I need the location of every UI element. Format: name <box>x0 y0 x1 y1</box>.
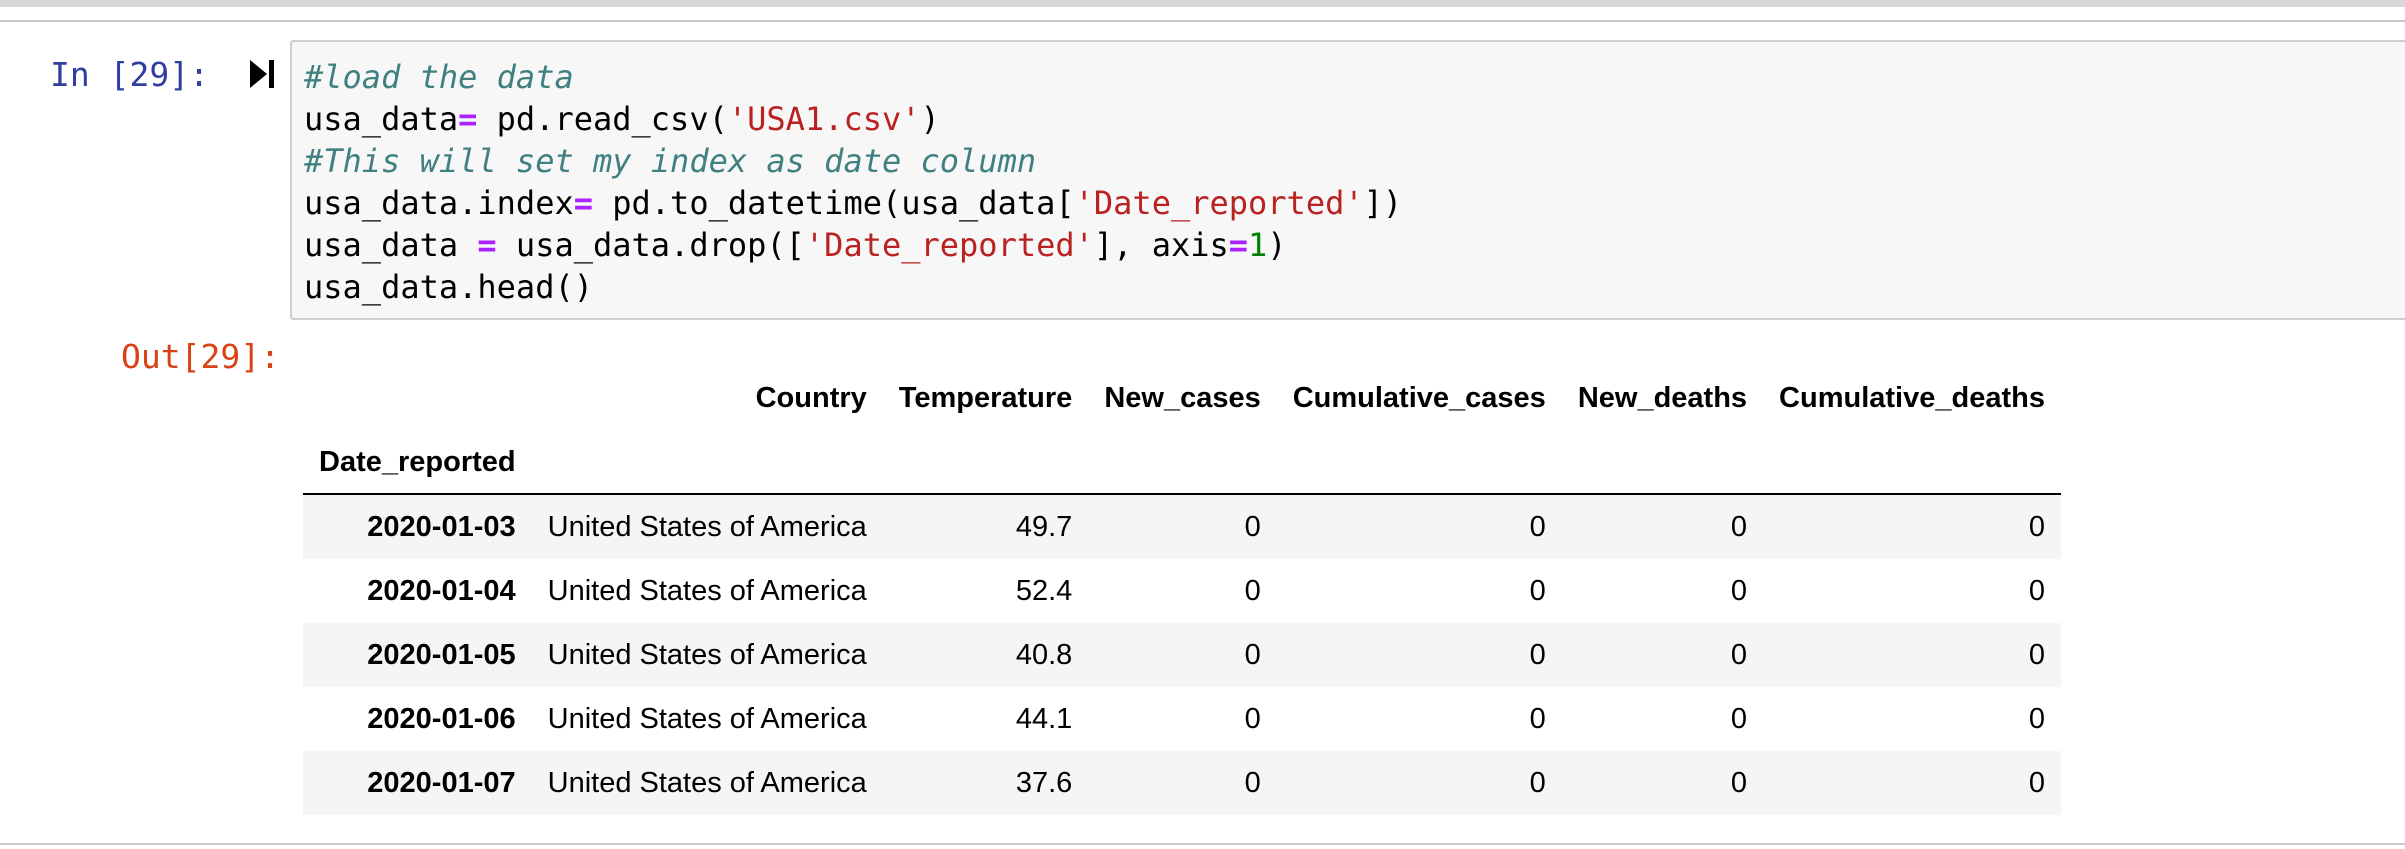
code-token: ], axis <box>1093 226 1229 264</box>
code-token: ]) <box>1363 184 1403 222</box>
code-line: usa_data= pd.read_csv('USA1.csv') <box>304 98 1402 140</box>
table-cell: 0 <box>1730 638 1748 671</box>
row-index: 2020-01-05 <box>367 638 516 671</box>
code-token: ) <box>1267 226 1287 264</box>
table-cell: 0 <box>1529 766 1546 799</box>
column-header: Country <box>755 381 867 414</box>
code-line: #This will set my index as date column <box>304 140 1402 182</box>
input-prompt: In [29]: <box>50 55 209 94</box>
table-row: 2020-01-03 United States of America 49.7 0 0… <box>303 494 2061 559</box>
code-cell-editor[interactable]: #load the data usa_data= pd.read_csv('USA… <box>290 40 2405 320</box>
table-cell: United States of America <box>547 766 867 799</box>
column-header: Cumulative_cases <box>1292 381 1546 414</box>
table-cell: 37.6 <box>1015 766 1073 799</box>
table-cell: 0 <box>2028 766 2045 799</box>
bottom-divider <box>0 843 2405 845</box>
code-token: = <box>477 226 497 264</box>
code-token: usa_data.drop([ <box>496 226 805 264</box>
table-cell: United States of America <box>547 702 867 735</box>
table-cell: 0 <box>1730 702 1748 735</box>
row-index: 2020-01-07 <box>367 766 516 799</box>
index-corner <box>303 365 532 431</box>
table-cell: 40.8 <box>1015 638 1073 671</box>
table-cell: 0 <box>1244 702 1261 735</box>
column-header: New_cases <box>1104 381 1261 414</box>
table-cell: 0 <box>1244 510 1261 543</box>
code-token: ) <box>920 100 940 138</box>
table-row: 2020-01-05 United States of America 40.8 0 0… <box>303 623 2061 687</box>
column-header: Temperature <box>898 381 1073 414</box>
table-cell: United States of America <box>547 574 867 607</box>
top-divider <box>0 20 2405 22</box>
row-index: 2020-01-03 <box>367 510 516 543</box>
code-token: 'Date_reported' <box>804 226 1094 264</box>
table-cell: 0 <box>2028 638 2045 671</box>
table-cell: 0 <box>1529 574 1546 607</box>
code-text[interactable]: #load the data usa_data= pd.read_csv('USA… <box>304 56 1402 308</box>
code-token: 'Date_reported' <box>1074 184 1364 222</box>
dataframe-output-table: Country Temperature New_cases Cumulative_ca… <box>303 365 2061 815</box>
table-cell: 0 <box>2028 702 2045 735</box>
code-line: usa_data.head() <box>304 266 1402 308</box>
table-row: 2020-01-06 United States of America 44.1 0 0… <box>303 687 2061 751</box>
code-line: usa_data.index= pd.to_datetime(usa_data[… <box>304 182 1402 224</box>
table-cell: 0 <box>1244 638 1261 671</box>
code-token: #load the data <box>304 58 574 96</box>
table-cell: 0 <box>1529 638 1546 671</box>
code-token: #This will set my index as date column <box>304 142 1037 180</box>
table-cell: 0 <box>2028 574 2045 607</box>
table-cell: 0 <box>1244 766 1261 799</box>
run-cell-icon[interactable] <box>248 56 278 92</box>
code-token: usa_data <box>304 226 478 264</box>
table-cell: United States of America <box>547 638 867 671</box>
table-cell: 0 <box>1529 510 1546 543</box>
top-border <box>0 0 2405 7</box>
code-token: 'USA1.csv' <box>727 100 921 138</box>
table-cell: 0 <box>1730 574 1748 607</box>
output-prompt: Out[29]: <box>121 337 280 376</box>
table-cell: United States of America <box>547 510 867 543</box>
table-body: 2020-01-03 United States of America 49.7 0 0… <box>303 494 2061 815</box>
table-cell: 0 <box>1730 510 1748 543</box>
column-header: Cumulative_deaths <box>1779 381 2045 414</box>
code-token: 1 <box>1248 226 1268 264</box>
code-token: = <box>1228 226 1249 264</box>
code-token: = <box>458 100 478 138</box>
row-index: 2020-01-04 <box>367 574 516 607</box>
table-cell: 0 <box>1529 702 1546 735</box>
code-token: usa_data.head() <box>304 268 593 306</box>
code-token: usa_data.index <box>304 184 574 222</box>
table-cell: 44.1 <box>1015 702 1073 735</box>
code-token: = <box>573 184 593 222</box>
table-cell: 0 <box>2028 510 2045 543</box>
index-name-row: Date_reported <box>303 431 2061 495</box>
table-cell: 0 <box>1730 766 1748 799</box>
index-name-header: Date_reported <box>303 431 532 495</box>
code-line: #load the data <box>304 56 1402 98</box>
code-line: usa_data = usa_data.drop(['Date_reported… <box>304 224 1402 266</box>
code-token: pd.read_csv( <box>477 100 728 138</box>
code-token: pd.to_datetime(usa_data[ <box>592 184 1075 222</box>
table-row: 2020-01-04 United States of America 52.4 0 0… <box>303 559 2061 623</box>
column-header: New_deaths <box>1577 381 1748 414</box>
code-token: usa_data <box>304 100 459 138</box>
row-index: 2020-01-06 <box>367 702 516 735</box>
table-row: 2020-01-07 United States of America 37.6 0 0… <box>303 751 2061 815</box>
table-cell: 52.4 <box>1015 574 1073 607</box>
table-cell: 0 <box>1244 574 1261 607</box>
column-header-row: Country Temperature New_cases Cumulative_ca… <box>303 365 2061 431</box>
table-cell: 49.7 <box>1015 510 1073 543</box>
